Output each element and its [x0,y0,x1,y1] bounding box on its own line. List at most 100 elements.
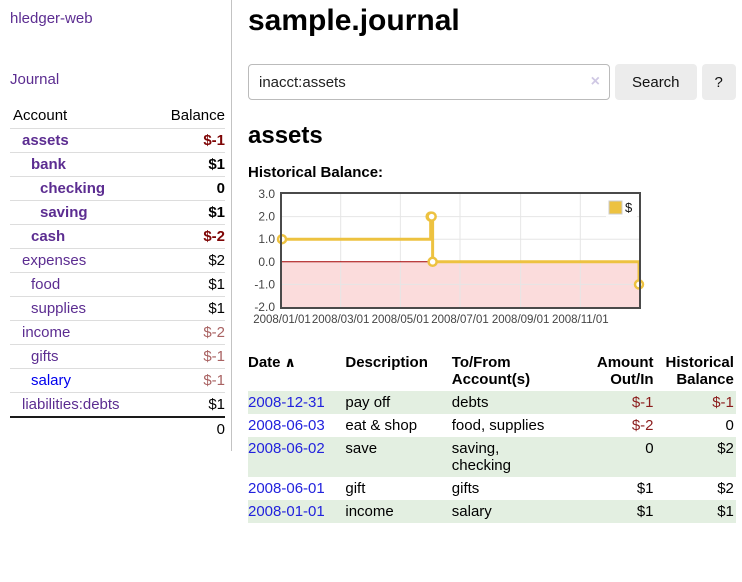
page-title: sample.journal [248,4,460,37]
column-label: Date [248,354,281,371]
legend-label: $ [625,200,633,215]
account-balance: $1 [151,296,225,321]
account-heading: assets [248,122,323,149]
transaction-row[interactable]: 2008-06-03 eat & shop food, supplies $-2 0 [248,414,736,437]
sidebar-item-journal[interactable]: Journal [10,71,60,88]
account-link[interactable]: cash [31,228,66,245]
search-input[interactable] [248,64,610,100]
accounts-header-row: Account Balance [10,104,225,129]
account-name-cell: food [10,272,152,297]
account-link[interactable]: salary [31,372,72,389]
transaction-balance: $-1 [712,394,734,411]
x-tick-label: 2008/07/01 [431,314,489,326]
account-name-cell: bank [10,152,152,177]
account-link[interactable]: food [31,276,61,293]
account-name-cell: income [10,320,152,345]
account-balance: 0 [151,176,225,201]
historical-balance-chart: 3.0 2.0 1.0 0.0 -1.0 -2.0 2008/01/01 2008/03/01… [248,189,736,329]
account-name-cell: saving [10,200,152,225]
transaction-date-link[interactable]: 2008-06-01 [248,480,325,497]
x-tick-label: 2008/05/01 [372,314,430,326]
account-row: expenses $2 [10,248,225,273]
account-row: assets $-1 [10,128,225,153]
accounts-total-value: 0 [151,416,225,441]
clear-search-icon[interactable]: × [590,73,600,90]
transaction-date-cell: 2008-12-31 [248,391,345,414]
account-link[interactable]: income [22,324,71,341]
account-link[interactable]: supplies [31,300,87,317]
account-link[interactable]: saving [40,204,88,221]
transactions-column-header: Historical Balance [656,351,736,391]
transaction-amount: 0 [645,440,654,457]
transaction-row[interactable]: 2008-12-31 pay off debts $-1 $-1 [248,391,736,414]
account-balance: $2 [151,248,225,273]
transaction-date-cell: 2008-06-03 [248,414,345,437]
account-balance: $1 [151,392,225,417]
transaction-date-link[interactable]: 2008-12-31 [248,394,325,411]
account-name-cell: supplies [10,296,152,321]
account-link[interactable]: assets [22,132,69,149]
accounts-total-row: 0 [10,416,225,441]
column-label: To/From Account(s) [451,354,531,388]
account-row: bank $1 [10,152,225,177]
account-link[interactable]: expenses [22,252,87,269]
account-name-cell: liabilities:debts [10,392,152,417]
transaction-date-cell: 2008-06-02 [248,437,345,477]
account-row: checking 0 [10,176,225,201]
transaction-description: pay off [345,394,391,411]
transaction-row[interactable]: 2008-01-01 income salary $1 $1 [248,500,736,523]
account-link[interactable]: gifts [31,348,59,365]
account-balance: $1 [151,200,225,225]
data-point [426,211,437,222]
search-button[interactable]: Search [615,64,697,100]
account-name-cell: cash [10,224,152,249]
chart-title: Historical Balance: [248,164,384,181]
transaction-balance: $2 [717,480,734,497]
transactions-header-row: Date ∧ Description To/From Account(s) Amount… [248,351,736,391]
account-balance: $1 [151,152,225,177]
account-balance: $-1 [151,368,225,393]
transaction-date-link[interactable]: 2008-01-01 [248,503,325,520]
transactions-column-header[interactable]: Date ∧ [248,351,345,391]
transactions-column-header: Amount Out/In [570,351,655,391]
transactions-column-header: To/From Account(s) [452,351,570,391]
transaction-description: save [345,440,378,457]
accounts-column-balance: Balance [170,107,225,124]
account-name-cell: gifts [10,344,152,369]
main-content: sample.journal × Search ? assets Histori… [232,0,742,533]
transaction-balance: $2 [717,440,734,457]
account-balance: $-2 [151,224,225,249]
transaction-row[interactable]: 2008-06-01 gift gifts $1 $2 [248,477,736,500]
account-row: gifts $-1 [10,344,225,369]
transaction-amount: $1 [636,480,654,497]
transaction-date-link[interactable]: 2008-06-02 [248,440,325,457]
account-row: food $1 [10,272,225,297]
help-button[interactable]: ? [701,64,736,100]
transaction-description: eat & shop [345,417,418,434]
transaction-balance: $1 [717,503,734,520]
account-balance: $-1 [151,344,225,369]
account-name-cell: salary [10,368,152,393]
account-row: income $-2 [10,320,225,345]
transaction-amount: $1 [636,503,654,520]
accounts-total-spacer [10,416,152,441]
y-tick-label: -1.0 [254,277,275,291]
account-row: liabilities:debts $1 [10,392,225,417]
transactions-column-header: Description [345,351,451,391]
account-row: cash $-2 [10,224,225,249]
y-tick-label: 2.0 [258,210,275,224]
x-tick-label: 2008/03/01 [312,314,370,326]
account-link[interactable]: checking [40,180,106,197]
account-row: saving $1 [10,200,225,225]
account-balance: $-2 [151,320,225,345]
y-tick-label: 0.0 [258,255,275,269]
transaction-description: gift [345,480,366,497]
transaction-date-link[interactable]: 2008-06-03 [248,417,325,434]
app-title-link[interactable]: hledger-web [10,10,93,27]
account-link[interactable]: liabilities:debts [22,396,120,413]
transaction-date-cell: 2008-06-01 [248,477,345,500]
account-link[interactable]: bank [31,156,67,173]
transaction-row[interactable]: 2008-06-02 save saving, checking 0 $2 [248,437,736,477]
search-box: × [248,64,610,100]
account-balance: $-1 [151,128,225,153]
